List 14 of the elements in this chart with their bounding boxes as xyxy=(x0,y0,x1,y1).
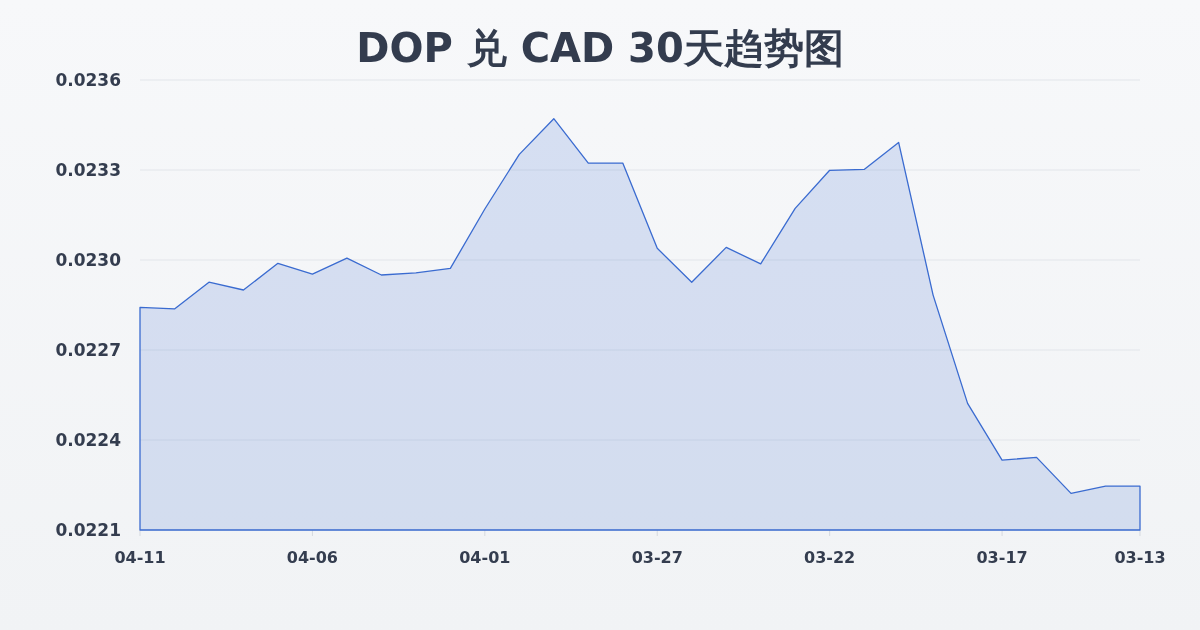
x-tick-label: 03-13 xyxy=(1114,548,1166,567)
y-tick-label: 0.0236 xyxy=(55,70,121,90)
y-tick-label: 0.0227 xyxy=(55,340,121,360)
x-tick-label: 04-11 xyxy=(114,548,166,567)
x-tick-label: 04-01 xyxy=(459,548,511,567)
y-tick-label: 0.0233 xyxy=(55,160,121,180)
x-tick-label: 03-17 xyxy=(976,548,1028,567)
x-tick-label: 03-22 xyxy=(804,548,856,567)
y-tick-label: 0.0230 xyxy=(55,250,122,270)
x-tick-label: 04-06 xyxy=(286,548,338,567)
x-tick-label: 03-27 xyxy=(631,548,683,567)
y-tick-label: 0.0224 xyxy=(55,430,122,450)
y-tick-label: 0.0221 xyxy=(55,520,121,540)
chart-title: DOP 兑 CAD 30天趋势图 xyxy=(356,25,844,71)
